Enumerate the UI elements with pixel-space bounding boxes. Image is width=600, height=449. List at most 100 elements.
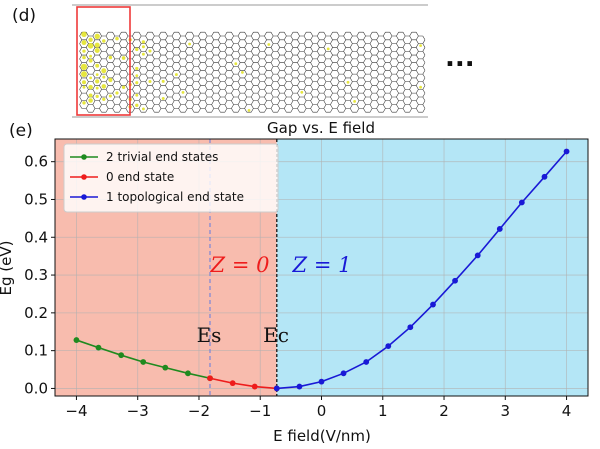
x-tick-label-3: −1: [249, 402, 271, 420]
density-dot-4: [115, 36, 119, 41]
density-dot-63: [82, 101, 86, 105]
density-dot-57: [102, 97, 106, 101]
density-dot-51: [115, 91, 119, 95]
point-trivial-3: [140, 359, 147, 365]
legend-entry-topological: 1 topological end state: [70, 190, 244, 204]
density-dot-17: [94, 47, 100, 54]
y-tick-label-2: 0.2: [24, 304, 48, 322]
legend-label-topological: 1 topological end state: [106, 190, 244, 204]
density-dot-6: [141, 40, 146, 44]
y-axis-label: Eg (eV): [0, 241, 15, 296]
y-tick-label-6: 0.6: [24, 153, 48, 171]
continuation-ellipsis: ...: [445, 43, 475, 73]
z1-region: [276, 139, 588, 396]
x-tick-label-5: 1: [378, 402, 388, 420]
density-dot-29: [135, 66, 139, 71]
density-dot-1: [88, 37, 93, 43]
density-dot-61: [161, 97, 165, 100]
y-tick-label-4: 0.4: [24, 228, 48, 246]
density-dot-30: [81, 71, 87, 78]
density-dot-44: [148, 79, 152, 84]
density-dot-67: [247, 109, 251, 112]
density-dot-48: [82, 85, 86, 89]
es-annotation: Es: [197, 323, 222, 347]
density-dot-3: [102, 39, 106, 43]
legend-entry-trivial: 2 trivial end states: [70, 150, 218, 164]
density-dot-32: [95, 73, 99, 77]
y-tick-label-3: 0.3: [24, 266, 48, 284]
density-dot-2: [94, 33, 100, 40]
density-dot-37: [81, 80, 87, 85]
point-zero-2: [251, 383, 258, 390]
density-dot-21: [82, 55, 86, 60]
y-tick-label-0: 0.0: [24, 379, 48, 397]
density-dot-25: [234, 62, 238, 66]
density-dot-34: [135, 74, 139, 77]
density-dot-20: [148, 49, 152, 53]
chart-title: Gap vs. E field: [267, 119, 375, 137]
point-topological-13: [563, 148, 570, 155]
series-line-zero: [209, 377, 277, 390]
density-dot-39: [95, 79, 100, 84]
density-dot-38: [88, 84, 93, 90]
density-dot-11: [188, 42, 192, 46]
x-tick-label-8: 4: [562, 402, 572, 420]
point-trivial-2: [118, 352, 125, 359]
density-dot-43: [135, 81, 139, 85]
point-topological-8: [452, 277, 458, 284]
series-layer: [73, 148, 570, 392]
density-dot-54: [300, 90, 304, 94]
point-topological-11: [518, 199, 525, 206]
density-dot-55: [88, 98, 93, 103]
y-axis-ticks: 0.0 0.1 0.2 0.3 0.4 0.5 0.6: [24, 153, 55, 397]
point-topological-10: [496, 226, 503, 232]
point-zero-0: [207, 375, 213, 382]
legend-label-trivial: 2 trivial end states: [106, 150, 218, 164]
x-tick-label-0: −4: [65, 402, 87, 420]
legend-marker-trivial: [81, 154, 87, 160]
legend: 2 trivial end states 0 end state 1 topol…: [63, 143, 279, 213]
x-tick-label-2: −2: [188, 402, 210, 420]
density-dot-41: [108, 77, 113, 83]
lattice-bonds: [79, 31, 426, 113]
density-dot-60: [135, 93, 139, 97]
point-trivial-5: [185, 370, 191, 377]
density-dot-33: [102, 75, 106, 79]
point-topological-7: [430, 301, 436, 308]
density-dot-10: [141, 45, 145, 49]
legend-marker-topological: [81, 194, 87, 200]
density-dot-18: [135, 47, 139, 52]
density-dot-36: [241, 71, 244, 74]
density-dot-24: [121, 56, 126, 60]
density-dot-50: [95, 86, 99, 90]
legend-entry-zero: 0 end state: [70, 170, 174, 184]
x-tick-label-6: 2: [439, 402, 449, 420]
density-dot-27: [95, 63, 100, 68]
panel-d-label: (d): [12, 6, 36, 26]
density-dot-53: [181, 90, 185, 94]
legend-marker-zero: [81, 174, 87, 180]
density-dot-58: [108, 94, 112, 98]
x-axis-label: E field(V/nm): [273, 427, 371, 445]
y-tick-label-1: 0.1: [24, 342, 48, 360]
point-topological-12: [541, 173, 548, 180]
x-tick-label-7: 3: [501, 402, 511, 420]
density-dot-16: [89, 54, 93, 58]
ec-annotation: Ec: [263, 323, 289, 347]
density-dot-52: [121, 85, 126, 89]
density-dot-66: [141, 107, 145, 111]
point-trivial-0: [73, 337, 80, 343]
density-dot-40: [101, 84, 107, 89]
point-topological-3: [340, 370, 347, 377]
density-dot-28: [101, 68, 107, 74]
x-tick-label-4: 0: [317, 402, 327, 420]
density-dot-56: [95, 94, 99, 99]
point-topological-9: [474, 252, 481, 259]
density-dot-31: [89, 76, 92, 80]
legend-label-zero: 0 end state: [106, 170, 174, 184]
density-dot-22: [88, 58, 93, 63]
density-dot-35: [174, 73, 178, 77]
density-dot-49: [88, 93, 93, 98]
z0-annotation: Z = 0: [210, 253, 270, 277]
